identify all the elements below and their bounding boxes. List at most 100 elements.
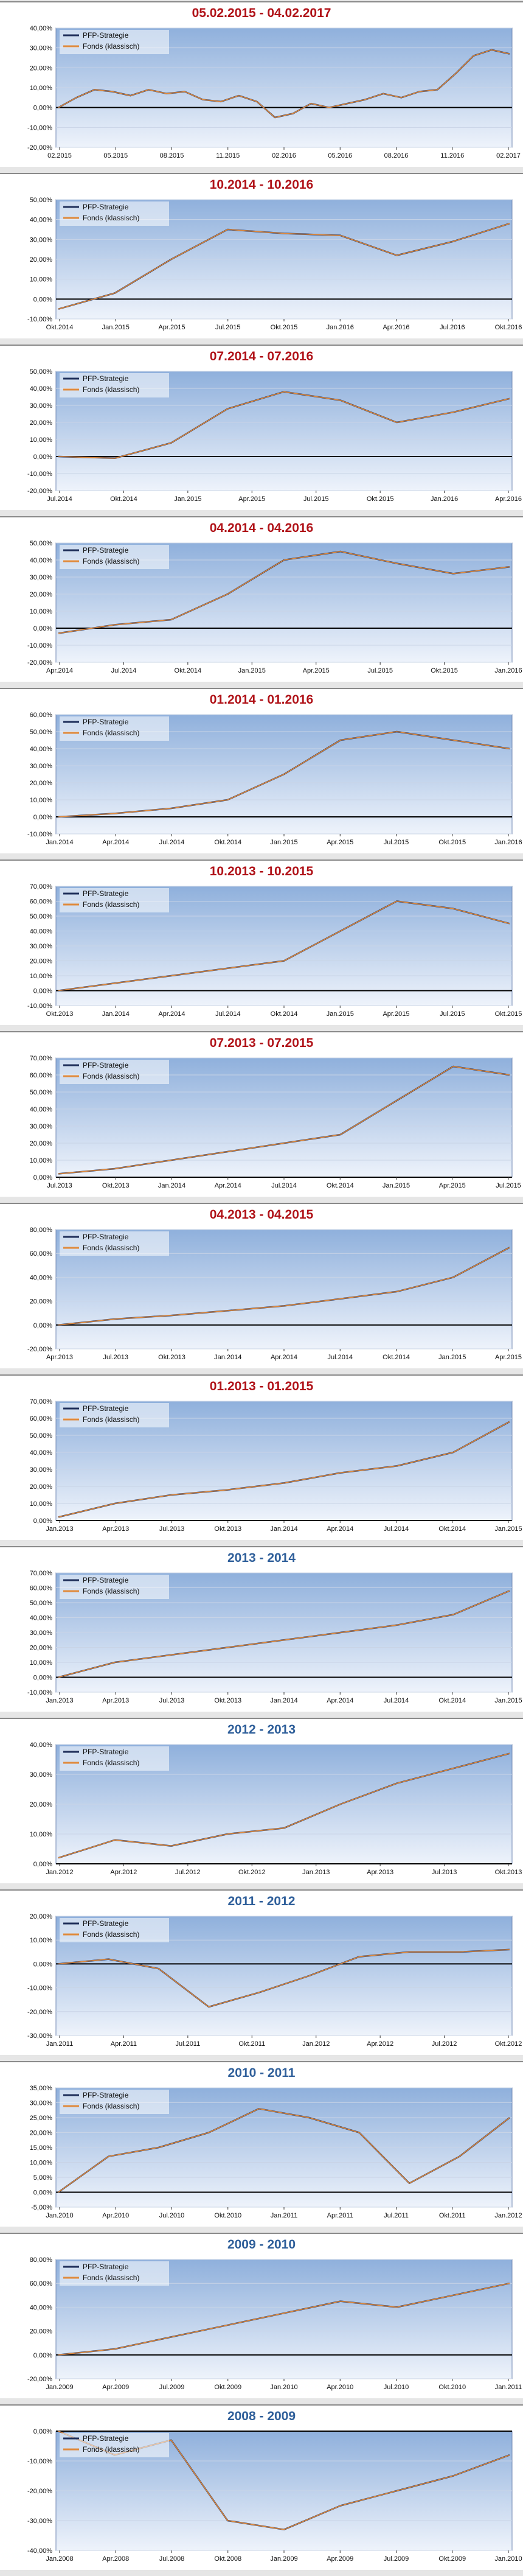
series-line-fonds-klassisch — [58, 1066, 510, 1175]
legend: PFP-Strategie Fonds (klassisch) — [60, 373, 169, 397]
x-tick-label: Apr.2014 — [46, 667, 73, 674]
x-tick-label: Jan.2012 — [46, 1869, 73, 1876]
x-tick-label: 02.2017 — [496, 152, 521, 159]
x-tick-label: Okt.2014 — [175, 667, 202, 674]
chart-title: 07.2014 - 07.2016 — [209, 349, 314, 363]
x-tick-label: Okt.2013 — [46, 1010, 74, 1018]
y-tick-label: 60,00% — [30, 1250, 53, 1258]
x-tick-label: Jan.2015 — [438, 1354, 466, 1361]
x-tick-label: Jan.2015 — [494, 1525, 522, 1533]
x-tick-label: Jul.2010 — [159, 2212, 185, 2219]
y-tick-label: 50,00% — [30, 913, 53, 920]
y-tick-label: -30,00% — [27, 2032, 52, 2040]
x-tick-label: Jan.2011 — [271, 2212, 297, 2219]
x-tick-label: Jul.2015 — [367, 667, 393, 674]
legend-label: PFP-Strategie — [83, 1233, 129, 1241]
chart-title: 10.2014 - 10.2016 — [209, 178, 314, 192]
legend-box — [60, 1918, 169, 1942]
legend-box — [60, 2090, 169, 2114]
y-tick-label: 20,00% — [30, 1801, 53, 1808]
x-tick-label: Okt.2015 — [367, 495, 394, 503]
series-line-fonds-klassisch — [58, 551, 510, 634]
x-tick-label: Okt.2014 — [327, 1182, 354, 1189]
y-tick-label: 50,00% — [30, 729, 53, 736]
x-tick-label: Okt.2015 — [438, 839, 466, 846]
legend-label: Fonds (klassisch) — [83, 900, 139, 909]
legend-label: Fonds (klassisch) — [83, 1072, 139, 1080]
x-tick-label: Apr.2011 — [111, 2040, 137, 2048]
x-tick-label: Jan.2013 — [46, 1697, 73, 1704]
x-tick-label: Apr.2014 — [271, 1354, 297, 1361]
series-line-fonds-klassisch — [58, 2108, 510, 2193]
y-tick-label: 20,00% — [30, 1140, 53, 1147]
chart-title: 05.02.2015 - 04.02.2017 — [192, 6, 331, 20]
y-tick-label: 15,00% — [30, 2144, 53, 2152]
chart-title: 01.2013 - 01.2015 — [209, 1379, 314, 1393]
x-tick-label: Apr.2011 — [327, 2212, 353, 2219]
y-tick-label: 50,00% — [30, 1600, 53, 1607]
x-tick-label: Apr.2015 — [158, 324, 185, 331]
y-tick-label: 80,00% — [30, 1227, 53, 1234]
x-tick-label: Jul.2014 — [327, 1354, 353, 1361]
legend-label: Fonds (klassisch) — [83, 1244, 139, 1252]
y-tick-label: 35,00% — [30, 2085, 53, 2092]
x-tick-label: Apr.2014 — [102, 839, 129, 846]
chart-title: 2013 - 2014 — [227, 1551, 296, 1565]
x-tick-label: Jan.2009 — [46, 2384, 73, 2391]
chart-title: 2010 - 2011 — [227, 2066, 296, 2080]
x-tick-label: Jul.2014 — [384, 1697, 409, 1704]
x-tick-label: Jan.2016 — [494, 667, 522, 674]
x-tick-label: Apr.2013 — [367, 1869, 393, 1876]
x-tick-label: 11.2015 — [216, 152, 240, 159]
x-tick-label: 05.2015 — [103, 152, 128, 159]
y-tick-label: 0,00% — [33, 625, 52, 632]
x-tick-label: Okt.2014 — [214, 839, 241, 846]
x-tick-label: Apr.2015 — [303, 667, 330, 674]
chart-svg: -10,00% 0,00% 10,00% 20,00% 30,00% 40,00% 50,0… — [27, 883, 522, 1018]
x-tick-label: Jan.2016 — [494, 839, 522, 846]
legend: PFP-Strategie Fonds (klassisch) — [60, 2433, 169, 2457]
series-line-fonds-klassisch — [58, 391, 510, 459]
legend-label: Fonds (klassisch) — [83, 2273, 139, 2282]
y-tick-label: 30,00% — [30, 763, 53, 770]
y-tick-label: 20,00% — [30, 780, 53, 787]
x-tick-label: Okt.2013 — [214, 1525, 241, 1533]
y-tick-label: 30,00% — [30, 1629, 53, 1637]
x-tick-label: Apr.2014 — [158, 1010, 185, 1018]
x-tick-label: 02.2016 — [272, 152, 296, 159]
x-tick-label: Jul.2013 — [47, 1182, 72, 1189]
x-tick-label: Jul.2014 — [384, 1525, 409, 1533]
y-tick-label: 20,00% — [30, 591, 53, 598]
x-tick-label: Jul.2015 — [496, 1182, 521, 1189]
legend: PFP-Strategie Fonds (klassisch) — [60, 1918, 169, 1942]
y-tick-label: 0,00% — [33, 105, 52, 112]
series-line-fonds-klassisch — [58, 900, 510, 992]
y-tick-label: 20,00% — [30, 958, 53, 965]
x-tick-label: Jul.2010 — [384, 2384, 409, 2391]
x-tick-label: Okt.2015 — [495, 1010, 522, 1018]
x-tick-label: Apr.2012 — [367, 2040, 393, 2048]
x-tick-label: Jan.2008 — [46, 2555, 73, 2563]
x-tick-label: Okt.2010 — [438, 2384, 466, 2391]
legend: PFP-Strategie Fonds (klassisch) — [60, 545, 169, 569]
y-tick-label: -10,00% — [27, 124, 52, 131]
x-tick-label: Apr.2014 — [327, 1697, 353, 1704]
x-tick-label: 02.2015 — [47, 152, 72, 159]
x-tick-label: Apr.2015 — [383, 1010, 409, 1018]
x-tick-label: Jul.2014 — [111, 667, 137, 674]
y-tick-label: 10,00% — [30, 1659, 53, 1667]
y-tick-label: 10,00% — [30, 973, 53, 980]
legend: PFP-Strategie Fonds (klassisch) — [60, 2261, 169, 2286]
y-tick-label: 60,00% — [30, 712, 53, 719]
y-tick-label: -10,00% — [27, 1003, 52, 1010]
y-tick-label: 0,00% — [33, 2352, 52, 2359]
x-tick-label: Okt.2011 — [439, 2212, 466, 2219]
x-tick-label: Jan.2011 — [495, 2384, 522, 2391]
legend-box — [60, 373, 169, 397]
y-tick-label: 30,00% — [30, 45, 53, 52]
y-tick-label: 40,00% — [30, 1741, 53, 1749]
x-tick-label: Jan.2015 — [270, 839, 297, 846]
legend-label: PFP-Strategie — [83, 2434, 129, 2443]
chart-svg: 0,00% 10,00% 20,00% 30,00% 40,00% Jan.2012 Apr… — [30, 1741, 522, 1876]
y-tick-label: 30,00% — [30, 236, 53, 243]
